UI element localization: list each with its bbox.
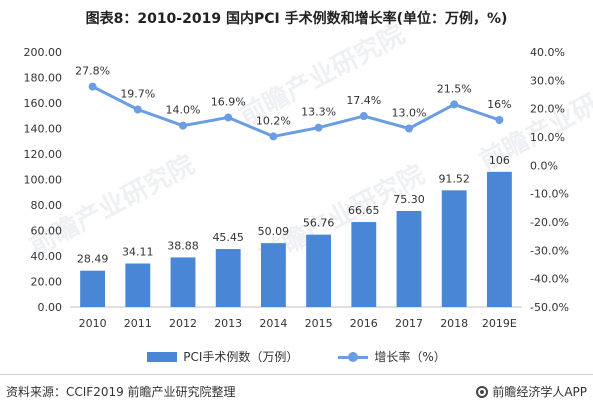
x-tick-label: 2013 <box>214 317 242 330</box>
x-tick-label: 2014 <box>259 317 287 330</box>
legend-bar-label: PCI手术例数（万例） <box>183 350 299 364</box>
chart-title: 图表8：2010-2019 国内PCI 手术例数和增长率(单位：万例，%) <box>85 11 508 27</box>
legend-bar-swatch <box>147 351 178 362</box>
y-right-tick-label: 20.0% <box>530 103 565 116</box>
y-right-tick-label: -40.0% <box>530 273 569 286</box>
growth-point <box>269 132 278 141</box>
bar <box>170 257 196 307</box>
bar <box>396 210 422 307</box>
bar-value-label: 34.11 <box>122 246 154 259</box>
y-left-tick-label: 140.00 <box>24 123 63 136</box>
y-left-tick-label: 60.00 <box>31 225 63 238</box>
y-left-tick-label: 40.00 <box>31 250 63 263</box>
brand-logo-icon <box>476 385 489 398</box>
growth-value-label: 13.0% <box>392 107 427 120</box>
legend: PCI手术例数（万例） 增长率（%） <box>0 348 593 365</box>
bar <box>260 243 286 307</box>
growth-point <box>450 100 459 109</box>
x-tick-label: 2015 <box>305 317 333 330</box>
y-left-tick-label: 20.00 <box>31 276 63 289</box>
growth-value-label: 21.5% <box>437 82 472 95</box>
y-right-tick-label: 10.0% <box>530 131 565 144</box>
bar <box>215 249 241 307</box>
x-tick-label: 2018 <box>440 317 468 330</box>
y-left-tick-label: 0.00 <box>38 301 63 314</box>
x-tick-label: 2017 <box>395 317 423 330</box>
y-right-tick-label: -50.0% <box>530 301 569 314</box>
growth-point <box>179 121 187 130</box>
legend-item-line: 增长率（%） <box>338 348 446 365</box>
brand-label: 前瞻经济学人APP <box>492 385 587 399</box>
growth-value-label: 17.4% <box>346 94 381 107</box>
source-note: 资料来源：CCIF2019 前瞻产业研究院整理 <box>6 385 236 399</box>
bar-value-label: 56.76 <box>303 217 335 230</box>
bar-value-label: 50.09 <box>258 225 290 238</box>
bar <box>125 263 151 307</box>
y-right-tick-label: 30.0% <box>530 74 565 87</box>
bar <box>80 270 106 307</box>
bar-value-label: 28.49 <box>77 253 109 266</box>
growth-value-label: 13.3% <box>301 106 336 119</box>
x-tick-label: 2010 <box>79 317 107 330</box>
growth-value-label: 19.7% <box>120 88 155 101</box>
legend-item-bars: PCI手术例数（万例） <box>147 348 298 365</box>
y-right-tick-label: -20.0% <box>530 216 569 229</box>
y-left-tick-label: 100.00 <box>24 174 63 187</box>
growth-point <box>224 113 233 122</box>
footer-divider <box>0 374 593 375</box>
growth-point <box>88 82 97 91</box>
y-left-tick-label: 120.00 <box>24 148 63 161</box>
bar-value-label: 75.30 <box>393 193 425 206</box>
growth-value-label: 27.8% <box>75 65 110 78</box>
bar <box>441 190 467 307</box>
y-right-tick-label: 0.0% <box>530 159 558 172</box>
growth-point <box>359 112 368 121</box>
growth-point <box>495 116 504 124</box>
x-tick-label: 2011 <box>124 317 152 330</box>
bar-value-label: 66.65 <box>348 204 380 217</box>
y-left-tick-label: 200.00 <box>24 46 63 59</box>
bar-value-label: 38.88 <box>167 239 199 252</box>
bar <box>306 234 332 307</box>
brand: 前瞻经济学人APP <box>476 383 587 400</box>
y-right-tick-label: -30.0% <box>530 244 569 257</box>
legend-line-swatch <box>338 351 369 362</box>
growth-value-label: 10.2% <box>256 114 291 127</box>
x-tick-label: 2012 <box>169 317 197 330</box>
bar-value-label: 91.52 <box>438 172 470 185</box>
growth-line <box>91 85 500 138</box>
growth-value-label: 16.9% <box>211 95 246 108</box>
bar-value-label: 106 <box>489 154 510 167</box>
growth-value-label: 14.0% <box>166 104 201 117</box>
bar <box>351 222 377 307</box>
y-left-tick-label: 80.00 <box>31 199 63 212</box>
x-tick-label: 2019E <box>482 317 517 330</box>
bar <box>486 171 512 307</box>
y-left-tick-label: 160.00 <box>24 97 63 110</box>
growth-point <box>314 123 323 132</box>
growth-point <box>133 105 142 114</box>
growth-value-label: 16% <box>487 98 511 111</box>
y-right-tick-label: -10.0% <box>530 188 569 201</box>
x-tick-label: 2016 <box>350 317 378 330</box>
legend-line-label: 增长率（%） <box>374 350 446 364</box>
y-right-tick-label: 40.0% <box>530 46 565 59</box>
y-left-tick-label: 180.00 <box>24 72 63 85</box>
growth-point <box>405 124 413 133</box>
bar-value-label: 45.45 <box>212 231 244 244</box>
